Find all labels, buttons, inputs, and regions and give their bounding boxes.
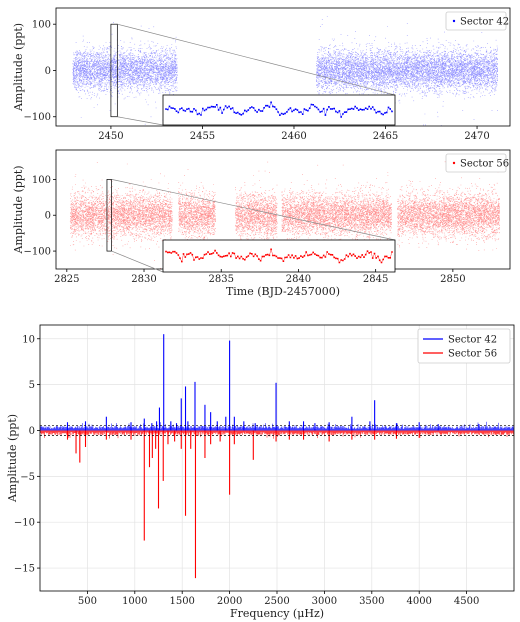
spec-y-tick-label: 0 <box>29 426 35 437</box>
lc0-x-tick-label: 2455 <box>190 131 215 142</box>
lc1-data-points <box>69 161 500 269</box>
panel-sector-56-light-curve: 2825 2830 2835 2840 2845 2850 100 0 −100Amplitud… <box>12 149 511 298</box>
spec-x-axis-label: Frequency (μHz) <box>230 607 324 620</box>
lc1-x-tick-label: 2830 <box>131 274 156 285</box>
spec-series-sector-42 <box>40 334 514 431</box>
spec-legend-label: Sector 56 <box>448 349 497 360</box>
lc0-y-tick-label: 0 <box>45 66 51 77</box>
spec-series-sector-56 <box>40 430 514 579</box>
lc1-y-tick-label: 100 <box>32 175 51 186</box>
spec-x-tick-label: 2500 <box>264 596 289 607</box>
lc1-x-tick-label: 2850 <box>440 274 465 285</box>
spec-y-axis-label: Amplitude (ppt) <box>6 414 19 503</box>
lc0-legend-label: Sector 42 <box>460 17 509 28</box>
lc0-connector-line <box>117 116 164 126</box>
lc0-legend-marker <box>452 19 456 23</box>
spec-y-tick-label: −5 <box>20 472 35 483</box>
lc1-inset-points <box>165 248 393 264</box>
lc1-x-tick-label: 2835 <box>209 274 234 285</box>
lc1-x-tick-label: 2845 <box>363 274 388 285</box>
lc1-scatter <box>69 161 500 269</box>
spec-plot-area <box>40 334 514 579</box>
lc0-data-points <box>72 16 498 126</box>
lc1-inset <box>162 239 396 273</box>
spec-y-tick-label: 10 <box>22 334 35 345</box>
lc1-x-axis-label: Time (BJD-2457000) <box>226 285 340 298</box>
lc0-x-tick-label: 2460 <box>281 131 306 142</box>
lc1-y-tick-label: −100 <box>24 247 51 258</box>
lc1-legend-label: Sector 56 <box>460 159 509 170</box>
lc1-y-axis-label: Amplitude (ppt) <box>12 165 25 254</box>
lc1-connector-line <box>111 250 164 273</box>
lc0-scatter <box>72 16 498 126</box>
spec-x-tick-label: 1500 <box>169 596 194 607</box>
panel-amplitude-spectrum: 500 1000 1500 2000 2500 3000 3500 4000 4500 10 5 0 −… <box>6 324 515 620</box>
lc1-x-tick-label: 2840 <box>286 274 311 285</box>
lc1-x-tick-label: 2825 <box>54 274 79 285</box>
lc1-connector-line <box>111 179 396 241</box>
lc1-legend <box>445 153 507 173</box>
lc0-x-tick-label: 2450 <box>98 131 123 142</box>
spec-x-tick-label: 500 <box>78 596 97 607</box>
lc0-legend <box>445 11 507 31</box>
lc0-y-axis-label: Amplitude (ppt) <box>12 23 25 112</box>
spec-x-tick-label: 3500 <box>359 596 384 607</box>
spec-y-tick-label: −15 <box>14 564 35 575</box>
lc0-axes-frame <box>55 7 511 127</box>
lc1-legend-marker <box>452 161 456 165</box>
lc0-x-tick-label: 2465 <box>373 131 398 142</box>
lc0-inset-line <box>165 101 393 118</box>
spec-x-tick-label: 1000 <box>122 596 147 607</box>
lc0-inset-points <box>165 101 393 118</box>
spec-y-tick-label: −10 <box>14 518 35 529</box>
lc1-inset-line <box>165 248 393 263</box>
lc1-zoom-box <box>106 179 112 252</box>
spec-grid <box>40 325 514 591</box>
spec-x-tick-label: 4500 <box>454 596 479 607</box>
spec-x-tick-label: 2000 <box>217 596 242 607</box>
spec-x-tick-label: 4000 <box>406 596 431 607</box>
lc1-y-tick-label: 0 <box>45 211 51 222</box>
spec-x-tick-label: 3000 <box>312 596 337 607</box>
lc0-connector-line <box>117 23 396 96</box>
lc0-zoom-box <box>110 23 118 118</box>
spec-legend-label: Sector 42 <box>448 335 497 346</box>
lc0-y-tick-label: 100 <box>32 20 51 31</box>
lc0-inset <box>162 94 396 126</box>
spec-y-tick-label: 5 <box>29 380 35 391</box>
lc0-x-tick-label: 2470 <box>464 131 489 142</box>
lc0-y-tick-label: −100 <box>24 112 51 123</box>
spec-legend <box>417 328 511 364</box>
